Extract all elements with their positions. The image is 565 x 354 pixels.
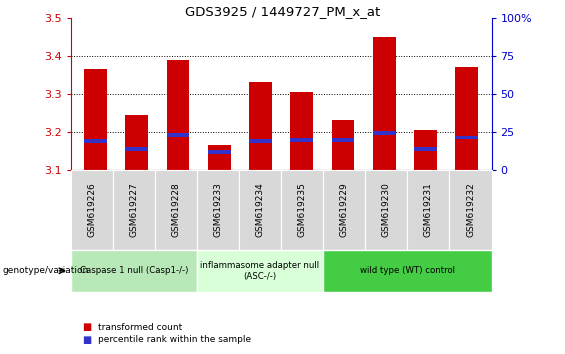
Text: inflammasome adapter null
(ASC-/-): inflammasome adapter null (ASC-/-)	[201, 261, 320, 280]
Text: GSM619228: GSM619228	[171, 182, 180, 237]
Bar	[290, 138, 313, 142]
Text: ■: ■	[82, 322, 91, 332]
Bar	[414, 147, 437, 151]
Text: GDS3925 / 1449727_PM_x_at: GDS3925 / 1449727_PM_x_at	[185, 5, 380, 18]
Text: ■: ■	[82, 335, 91, 345]
Text: GSM619230: GSM619230	[382, 182, 391, 237]
Bar	[208, 150, 231, 154]
Bar	[332, 138, 354, 142]
Text: transformed count: transformed count	[98, 323, 182, 332]
Text: GSM619234: GSM619234	[255, 182, 264, 237]
Text: GSM619229: GSM619229	[340, 182, 349, 237]
Bar	[290, 92, 313, 170]
Bar	[414, 130, 437, 170]
Bar	[249, 82, 272, 170]
Text: genotype/variation: genotype/variation	[3, 266, 89, 275]
Bar	[84, 139, 107, 143]
Text: GSM619232: GSM619232	[466, 182, 475, 237]
Bar	[84, 69, 107, 170]
Bar	[167, 59, 189, 170]
Text: Caspase 1 null (Casp1-/-): Caspase 1 null (Casp1-/-)	[80, 266, 188, 275]
Bar	[125, 115, 148, 170]
Bar	[167, 133, 189, 137]
Bar	[208, 145, 231, 170]
Bar	[125, 147, 148, 151]
Bar	[455, 67, 478, 170]
Text: GSM619226: GSM619226	[87, 182, 96, 237]
Bar	[332, 120, 354, 170]
Bar	[455, 136, 478, 139]
Text: GSM619235: GSM619235	[298, 182, 307, 237]
Bar	[249, 139, 272, 143]
Bar	[373, 37, 396, 170]
Text: GSM619231: GSM619231	[424, 182, 433, 237]
Text: GSM619227: GSM619227	[129, 182, 138, 237]
Text: wild type (WT) control: wild type (WT) control	[360, 266, 455, 275]
Text: GSM619233: GSM619233	[214, 182, 223, 237]
Bar	[373, 131, 396, 135]
Text: percentile rank within the sample: percentile rank within the sample	[98, 335, 251, 344]
